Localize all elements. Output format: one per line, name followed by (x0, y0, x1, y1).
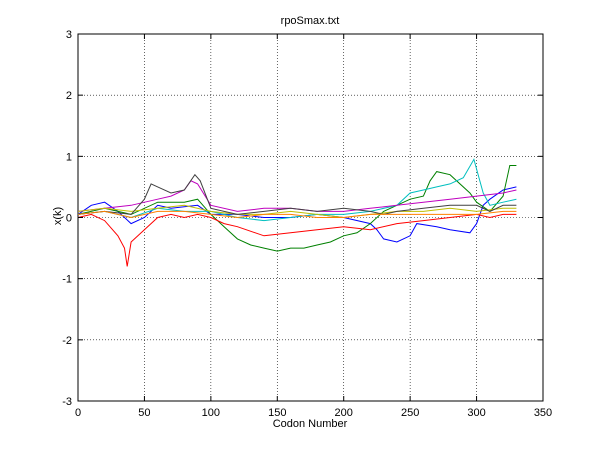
y-tick-label: -1 (62, 274, 72, 286)
x-tick-label: 350 (534, 407, 552, 419)
x-tick-label: 200 (335, 407, 353, 419)
x-tick-label: 50 (138, 407, 150, 419)
chart-title: rpoSmax.txt (281, 15, 340, 27)
series-line-6 (77, 204, 517, 219)
y-tick-label: 3 (66, 29, 72, 41)
x-axis-label: Codon Number (273, 418, 348, 430)
y-axis-ticks: -3 -2 -1 0 1 2 3 (62, 29, 543, 408)
series-line-2 (77, 165, 517, 252)
x-tick-label: 250 (401, 407, 419, 419)
y-tick-label: 1 (66, 151, 72, 163)
y-tick-label: -3 (62, 396, 72, 408)
y-axis-label: x(k) (52, 207, 64, 225)
y-tick-label: 0 (66, 213, 72, 225)
x-tick-label: 300 (467, 407, 485, 419)
series-line-7 (77, 173, 517, 215)
series-line-3 (77, 213, 517, 267)
x-tick-label: 100 (202, 407, 220, 419)
y-tick-label: -2 (62, 335, 72, 347)
x-tick-label: 150 (268, 407, 286, 419)
series-line-5 (77, 180, 517, 212)
series-group (77, 158, 517, 267)
series-line-8 (77, 210, 517, 219)
x-tick-label: 0 (75, 407, 81, 419)
y-tick-label: 2 (66, 90, 72, 102)
x-axis-ticks: 0 50 100 150 200 250 300 350 (75, 34, 552, 419)
